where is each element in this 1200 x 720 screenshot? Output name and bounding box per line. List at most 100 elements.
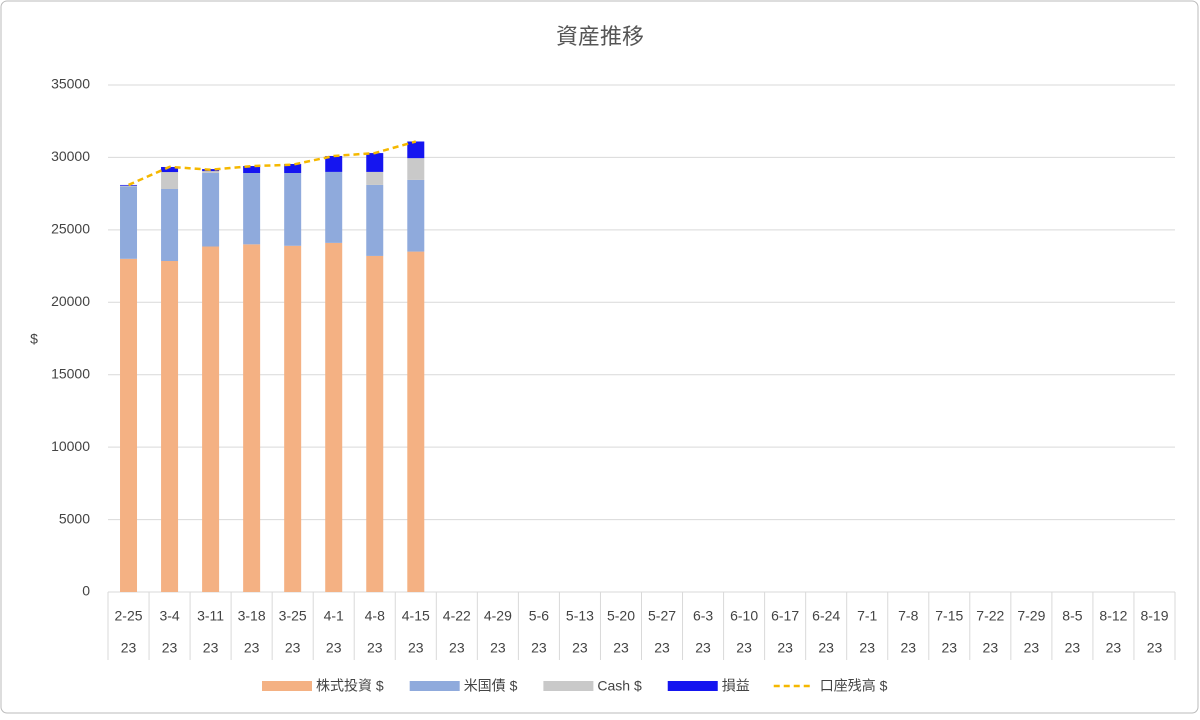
y-tick-label: 30000 [51, 148, 90, 164]
bar-segment [120, 185, 138, 187]
bar-segment [161, 261, 179, 592]
x-subtick-label: 23 [490, 640, 506, 656]
legend-label: 米国債 $ [464, 678, 518, 694]
bar-segment [407, 158, 425, 180]
bar-segment [120, 184, 138, 186]
x-tick-label: 4-8 [365, 608, 385, 624]
x-tick-label: 6-17 [771, 608, 799, 624]
legend-label: 損益 [722, 678, 750, 694]
bar-segment [325, 242, 343, 592]
x-subtick-label: 23 [736, 640, 752, 656]
bar-segment [202, 171, 220, 174]
y-axis-label: $ [30, 331, 38, 347]
bar-segment [120, 258, 138, 592]
x-tick-label: 4-29 [484, 608, 512, 624]
x-tick-label: 8-12 [1099, 608, 1127, 624]
bar-segment [243, 244, 261, 593]
x-tick-label: 7-8 [898, 608, 918, 624]
x-subtick-label: 23 [572, 640, 588, 656]
x-tick-label: 5-27 [648, 608, 676, 624]
x-tick-label: 6-10 [730, 608, 758, 624]
x-tick-label: 7-29 [1017, 608, 1045, 624]
legend-swatch [262, 681, 312, 691]
x-subtick-label: 23 [285, 640, 301, 656]
chart-title: 資産推移 [556, 24, 644, 49]
x-subtick-label: 23 [531, 640, 547, 656]
x-tick-label: 6-24 [812, 608, 840, 624]
legend-swatch [409, 681, 460, 691]
x-tick-label: 6-3 [693, 608, 713, 624]
x-tick-label: 7-15 [935, 608, 963, 624]
x-subtick-label: 23 [654, 640, 670, 656]
x-tick-label: 4-15 [402, 608, 430, 624]
x-subtick-label: 23 [695, 640, 711, 656]
bar-segment [366, 184, 384, 256]
x-tick-label: 3-4 [159, 608, 179, 624]
x-tick-label: 3-11 [197, 608, 224, 624]
line-series [128, 140, 417, 187]
x-tick-label: 7-22 [976, 608, 1004, 624]
y-tick-label: 15000 [51, 365, 90, 381]
bar-segment [202, 173, 220, 247]
bar-segment [161, 189, 179, 262]
bar-segment [407, 179, 425, 252]
x-subtick-label: 23 [859, 640, 875, 656]
x-tick-label: 4-22 [443, 608, 471, 624]
x-subtick-label: 23 [1147, 640, 1163, 656]
x-tick-label: 8-5 [1062, 608, 1082, 624]
bar-segment [243, 173, 261, 245]
x-subtick-label: 23 [121, 640, 137, 656]
bar-segment [407, 141, 425, 159]
x-subtick-label: 23 [941, 640, 957, 656]
x-tick-label: 7-1 [857, 608, 877, 624]
x-subtick-label: 23 [613, 640, 629, 656]
bar-segment [366, 171, 384, 185]
y-tick-label: 25000 [51, 221, 90, 237]
legend-label: Cash $ [597, 678, 642, 694]
x-subtick-label: 23 [900, 640, 916, 656]
y-tick-label: 10000 [51, 438, 90, 454]
bar-segment [366, 255, 384, 592]
x-tick-label: 5-6 [529, 608, 549, 624]
legend-swatch [543, 681, 594, 691]
bar-segment [366, 153, 384, 172]
x-tick-label: 4-1 [324, 608, 344, 624]
bar-segment [120, 186, 138, 259]
x-tick-label: 2-25 [115, 608, 143, 624]
x-tick-label: 3-25 [279, 608, 307, 624]
y-tick-label: 5000 [59, 510, 90, 526]
bar-segment [284, 173, 302, 246]
x-subtick-label: 23 [777, 640, 793, 656]
x-subtick-label: 23 [449, 640, 465, 656]
x-subtick-label: 23 [1065, 640, 1081, 656]
y-tick-label: 35000 [51, 76, 90, 92]
bar-segment [325, 155, 343, 172]
y-tick-label: 0 [82, 583, 90, 599]
x-tick-label: 5-13 [566, 608, 594, 624]
bar-segment [284, 164, 302, 174]
bar-segment [202, 246, 220, 592]
x-subtick-label: 23 [818, 640, 834, 656]
x-subtick-label: 23 [326, 640, 342, 656]
x-subtick-label: 23 [367, 640, 383, 656]
x-subtick-label: 23 [1106, 640, 1122, 656]
x-subtick-label: 23 [203, 640, 219, 656]
bar-segment [161, 166, 179, 173]
bar-segment [161, 172, 179, 190]
x-tick-label: 5-20 [607, 608, 635, 624]
y-tick-label: 20000 [51, 293, 90, 309]
legend-label: 株式投資 $ [316, 678, 384, 694]
bar-segment [325, 171, 343, 243]
legend-swatch [667, 681, 718, 691]
x-subtick-label: 23 [244, 640, 260, 656]
legend-label: 口座残高 $ [820, 678, 888, 694]
bar-segment [284, 245, 302, 592]
x-subtick-label: 23 [983, 640, 999, 656]
x-subtick-label: 23 [1024, 640, 1040, 656]
x-subtick-label: 23 [162, 640, 178, 656]
bar-segment [243, 166, 261, 174]
x-subtick-label: 23 [408, 640, 424, 656]
x-tick-label: 3-18 [238, 608, 266, 624]
